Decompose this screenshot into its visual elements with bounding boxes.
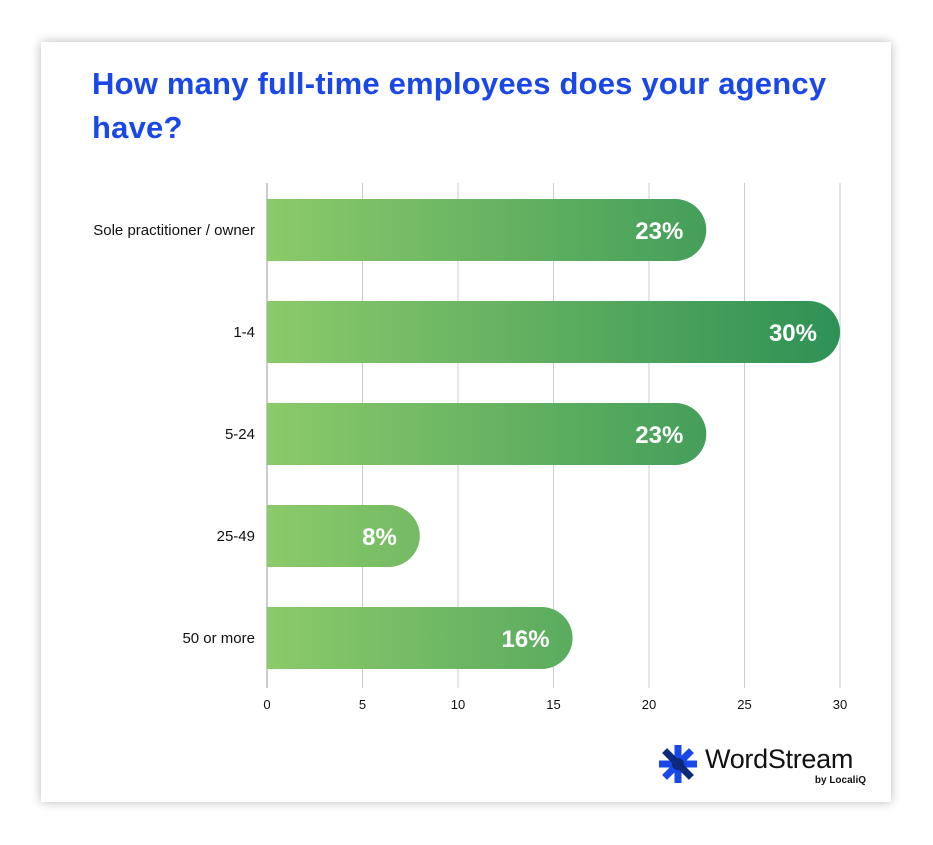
bars: [267, 198, 840, 669]
wordstream-star-icon: [659, 745, 697, 783]
x-tick-label: 20: [642, 697, 656, 712]
bar: [267, 505, 420, 567]
bar-value-label: 23%: [635, 218, 683, 245]
category-label: 5-24: [225, 426, 255, 443]
bar: [267, 403, 707, 465]
bar-value-label: 16%: [502, 626, 550, 653]
wordstream-logo: WordStream by LocaliQ: [657, 742, 872, 792]
category-label: 25-49: [217, 528, 255, 545]
labels: 0 5 10 15 20 25 30 23% Sole practitioner / owner…: [93, 218, 847, 712]
logo-byline: by LocaliQ: [814, 775, 866, 786]
x-tick-label: 10: [451, 697, 465, 712]
bar-value-label: 23%: [635, 422, 683, 449]
category-label: Sole practitioner / owner: [93, 222, 255, 239]
chart-title: How many full-time employees does your a…: [92, 66, 827, 145]
bar-value-label: 8%: [362, 524, 397, 551]
bar-value-label: 30%: [769, 320, 817, 347]
x-tick-label: 25: [737, 697, 751, 712]
category-label: 50 or more: [182, 630, 255, 647]
x-tick-label: 15: [546, 697, 560, 712]
x-tick-label: 5: [359, 697, 366, 712]
category-label: 1-4: [233, 324, 255, 341]
bar: [267, 198, 707, 261]
x-tick-label: 30: [833, 697, 847, 712]
x-tick-label: 0: [263, 697, 270, 712]
bar: [267, 607, 573, 669]
bar: [267, 301, 840, 363]
logo-wordmark: WordStream: [705, 744, 854, 774]
